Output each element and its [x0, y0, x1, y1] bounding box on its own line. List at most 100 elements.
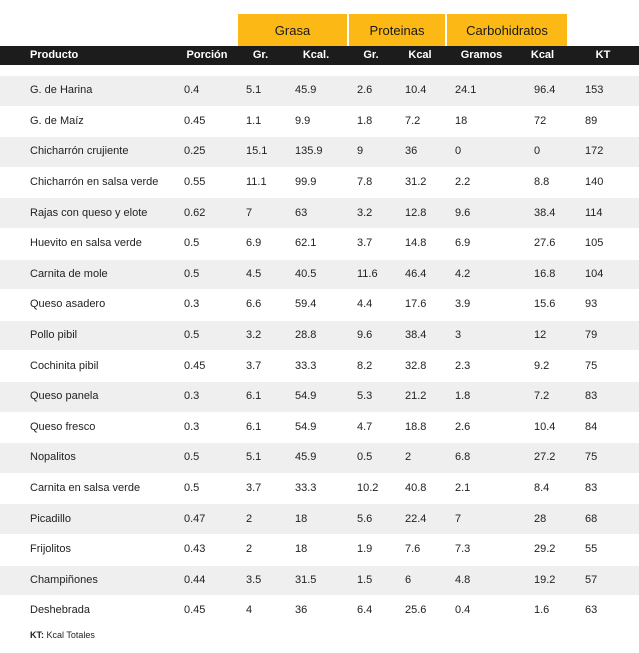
table-cell: 5.3 [347, 380, 395, 412]
table-cell: 18 [285, 533, 347, 565]
table-cell: 63 [285, 197, 347, 228]
table-cell: 10.2 [347, 472, 395, 504]
table-cell: 18 [285, 503, 347, 534]
group-header-carbohidratos: Carbohidratos [445, 14, 567, 46]
table-cell: 0 [445, 136, 518, 167]
table-cell: 4.5 [236, 258, 285, 290]
table-cell: 33.3 [285, 472, 347, 504]
table-cell: 153 [567, 75, 639, 106]
row-product-name: Cochinita pibil [0, 350, 178, 381]
table-cell: 9.2 [518, 350, 567, 381]
column-header-grasa-kcal: Kcal. [285, 46, 347, 65]
table-cell: 3 [445, 319, 518, 351]
table-cell: 3.7 [236, 472, 285, 504]
table-cell: 140 [567, 166, 639, 198]
table-cell: 6.4 [347, 595, 395, 626]
table-cell: 7.2 [518, 380, 567, 412]
row-product-name: Rajas con queso y elote [0, 197, 178, 228]
row-product-name: Deshebrada [0, 595, 178, 626]
row-product-name: Carnita de mole [0, 258, 178, 290]
table-cell: 3.7 [347, 227, 395, 259]
table-cell: 72 [518, 105, 567, 137]
table-cell: 7.8 [347, 166, 395, 198]
table-cell: 2 [395, 442, 445, 473]
table-cell: 54.9 [285, 411, 347, 443]
table-cell: 8.8 [518, 166, 567, 198]
table-cell: 0.5 [178, 442, 236, 473]
column-header-carbohidratos-gramos: Gramos [445, 46, 518, 65]
table-cell: 93 [567, 289, 639, 320]
row-product-name: G. de Harina [0, 75, 178, 106]
table-cell: 6.8 [445, 442, 518, 473]
table-cell: 62.1 [285, 227, 347, 259]
table-cell: 25.6 [395, 595, 445, 626]
table-cell: 0.5 [178, 319, 236, 351]
table-cell: 2.6 [445, 411, 518, 443]
table-cell: 6.9 [236, 227, 285, 259]
table-cell: 6.1 [236, 411, 285, 443]
row-product-name: Chicharrón crujiente [0, 136, 178, 167]
table-cell: 2 [236, 503, 285, 534]
table-cell: 3.2 [236, 319, 285, 351]
table-cell: 7 [445, 503, 518, 534]
table-cell: 0.5 [178, 258, 236, 290]
header-spacer [445, 65, 518, 75]
column-header-porcion: Porción [178, 46, 236, 65]
table-cell: 89 [567, 105, 639, 137]
group-blank [567, 14, 639, 46]
footnote-key: KT: [30, 630, 44, 640]
table-cell: 12.8 [395, 197, 445, 228]
row-product-name: Queso panela [0, 380, 178, 412]
table-cell: 2.3 [445, 350, 518, 381]
table-cell: 11.6 [347, 258, 395, 290]
table-cell: 7 [236, 197, 285, 228]
table-cell: 5.1 [236, 442, 285, 473]
table-cell: 17.6 [395, 289, 445, 320]
table-cell: 0.25 [178, 136, 236, 167]
nutrition-table: Grasa Proteinas Carbohidratos Producto Po… [0, 14, 639, 626]
table-cell: 14.8 [395, 227, 445, 259]
table-cell: 4.2 [445, 258, 518, 290]
footnote: KT: Kcal Totales [30, 630, 95, 640]
column-header-proteinas-gr: Gr. [347, 46, 395, 65]
group-header-proteinas: Proteinas [347, 14, 445, 46]
table-cell: 8.4 [518, 472, 567, 504]
table-cell: 99.9 [285, 166, 347, 198]
table-cell: 22.4 [395, 503, 445, 534]
table-cell: 2.6 [347, 75, 395, 106]
table-cell: 0.3 [178, 411, 236, 443]
table-cell: 6 [395, 564, 445, 596]
table-cell: 31.2 [395, 166, 445, 198]
table-cell: 5.6 [347, 503, 395, 534]
table-cell: 1.1 [236, 105, 285, 137]
table-cell: 1.9 [347, 533, 395, 565]
table-cell: 105 [567, 227, 639, 259]
table-cell: 0.43 [178, 533, 236, 565]
table-cell: 1.6 [518, 595, 567, 626]
table-cell: 6.6 [236, 289, 285, 320]
table-cell: 0.62 [178, 197, 236, 228]
row-product-name: Frijolitos [0, 533, 178, 565]
table-cell: 19.2 [518, 564, 567, 596]
header-spacer [285, 65, 347, 75]
table-cell: 0.5 [178, 472, 236, 504]
table-cell: 9 [347, 136, 395, 167]
table-cell: 15.6 [518, 289, 567, 320]
row-product-name: Queso asadero [0, 289, 178, 320]
table-cell: 5.1 [236, 75, 285, 106]
header-spacer [0, 65, 178, 75]
header-spacer [347, 65, 395, 75]
table-cell: 10.4 [395, 75, 445, 106]
table-cell: 33.3 [285, 350, 347, 381]
table-cell: 0.4 [445, 595, 518, 626]
column-header-carbohidratos-kcal: Kcal [518, 46, 567, 65]
header-spacer [236, 65, 285, 75]
table-cell: 36 [285, 595, 347, 626]
table-cell: 104 [567, 258, 639, 290]
table-cell: 15.1 [236, 136, 285, 167]
table-cell: 0.3 [178, 289, 236, 320]
row-product-name: Pollo pibil [0, 319, 178, 351]
table-cell: 38.4 [395, 319, 445, 351]
table-cell: 68 [567, 503, 639, 534]
table-cell: 4.7 [347, 411, 395, 443]
